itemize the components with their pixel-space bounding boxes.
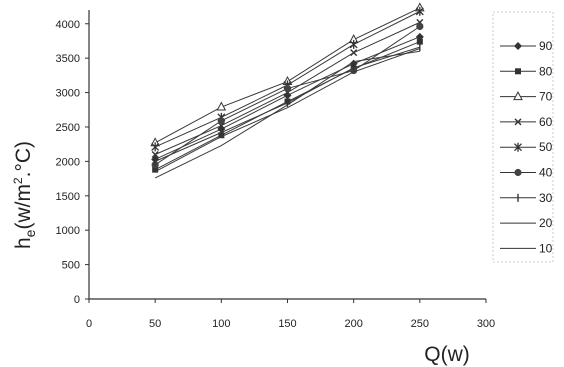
series-90 [151,32,424,164]
y-axis-title-sub: e [22,229,38,237]
legend-label: 20 [539,216,553,230]
data-point [152,166,159,173]
y-tick-label: 1000 [56,225,80,237]
x-tick-label: 250 [411,318,429,330]
y-tick-label: 500 [62,260,80,272]
legend-item: 60 [500,115,553,129]
series-70 [150,2,425,147]
x-tick-label: 150 [278,318,296,330]
legend-item: 30 [500,191,553,205]
data-point [216,101,227,111]
legend-marker [514,42,522,50]
legend-label: 50 [539,140,553,154]
plot-area [88,10,486,300]
data-point [283,84,292,93]
data-point [151,142,160,152]
y-axis-title-exp: 2 [11,177,25,184]
legend-item: 70 [500,90,553,104]
legend-marker [514,142,522,152]
data-point [416,38,423,45]
legend-item: 10 [500,241,553,255]
series-20 [154,48,421,173]
y-tick-label: 4000 [56,19,80,31]
legend-marker [515,68,521,75]
legend-label: 70 [539,90,553,104]
y-tick-label: 2500 [56,122,80,134]
legend-label: 10 [539,241,553,255]
series-30 [154,43,421,166]
data-point [349,39,358,49]
y-tick-label: 1500 [56,191,80,203]
legend-marker [513,91,523,101]
x-tick-label: 300 [477,318,495,330]
y-tick-label: 3000 [56,88,80,100]
data-point [416,22,424,31]
legend-item: 80 [500,64,553,78]
legend-label: 80 [539,64,553,78]
x-tick-label: 200 [344,318,362,330]
y-axis-title: he(w/m2.°C) [11,141,38,249]
legend: 90 80 70 60 50 40 30 20 10 [492,11,554,263]
legend-box [492,11,554,263]
legend-label: 30 [539,191,553,205]
legend-item: 50 [500,140,553,154]
x-axis-title: Q(w) [424,343,470,366]
legend-label: 40 [539,166,553,180]
y-tick-label: 0 [74,294,80,306]
x-tick-label: 100 [212,318,230,330]
series-line [154,48,421,173]
y-tick-label: 3500 [56,53,80,65]
series-line [154,50,420,179]
data-point [217,117,225,125]
y-axis-title-unit: (w/m [12,184,35,230]
legend-item: 20 [500,216,553,230]
legend-item: 40 [500,166,553,180]
y-axis-title-unit-end: .°C) [12,141,35,177]
series-10 [154,50,420,179]
series-layer [150,2,425,179]
data-point [415,6,424,16]
series-line [154,7,421,144]
y-axis-title-main: h [12,237,35,249]
legend-marker [514,168,522,177]
legend-label: 90 [539,39,553,53]
axis-ticks: 0 50 100 150 200 250 3000500100015002000250030… [56,19,496,330]
data-point [350,49,358,57]
x-tick-label: 50 [149,318,161,330]
legend-item: 90 [500,39,553,53]
legend-marker [514,118,522,126]
data-point [151,151,159,158]
legend-label: 60 [539,115,553,129]
y-tick-label: 2000 [56,156,80,168]
x-tick-label: 0 [86,318,92,330]
